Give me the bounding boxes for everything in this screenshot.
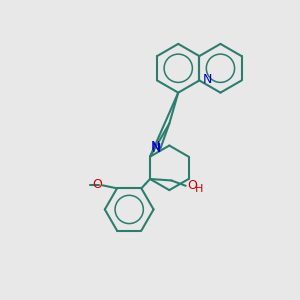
Text: O: O: [187, 179, 197, 192]
Text: H: H: [195, 184, 203, 194]
Text: N: N: [150, 140, 160, 153]
Text: N: N: [152, 142, 161, 155]
Text: N: N: [202, 74, 212, 86]
Text: O: O: [92, 178, 102, 191]
